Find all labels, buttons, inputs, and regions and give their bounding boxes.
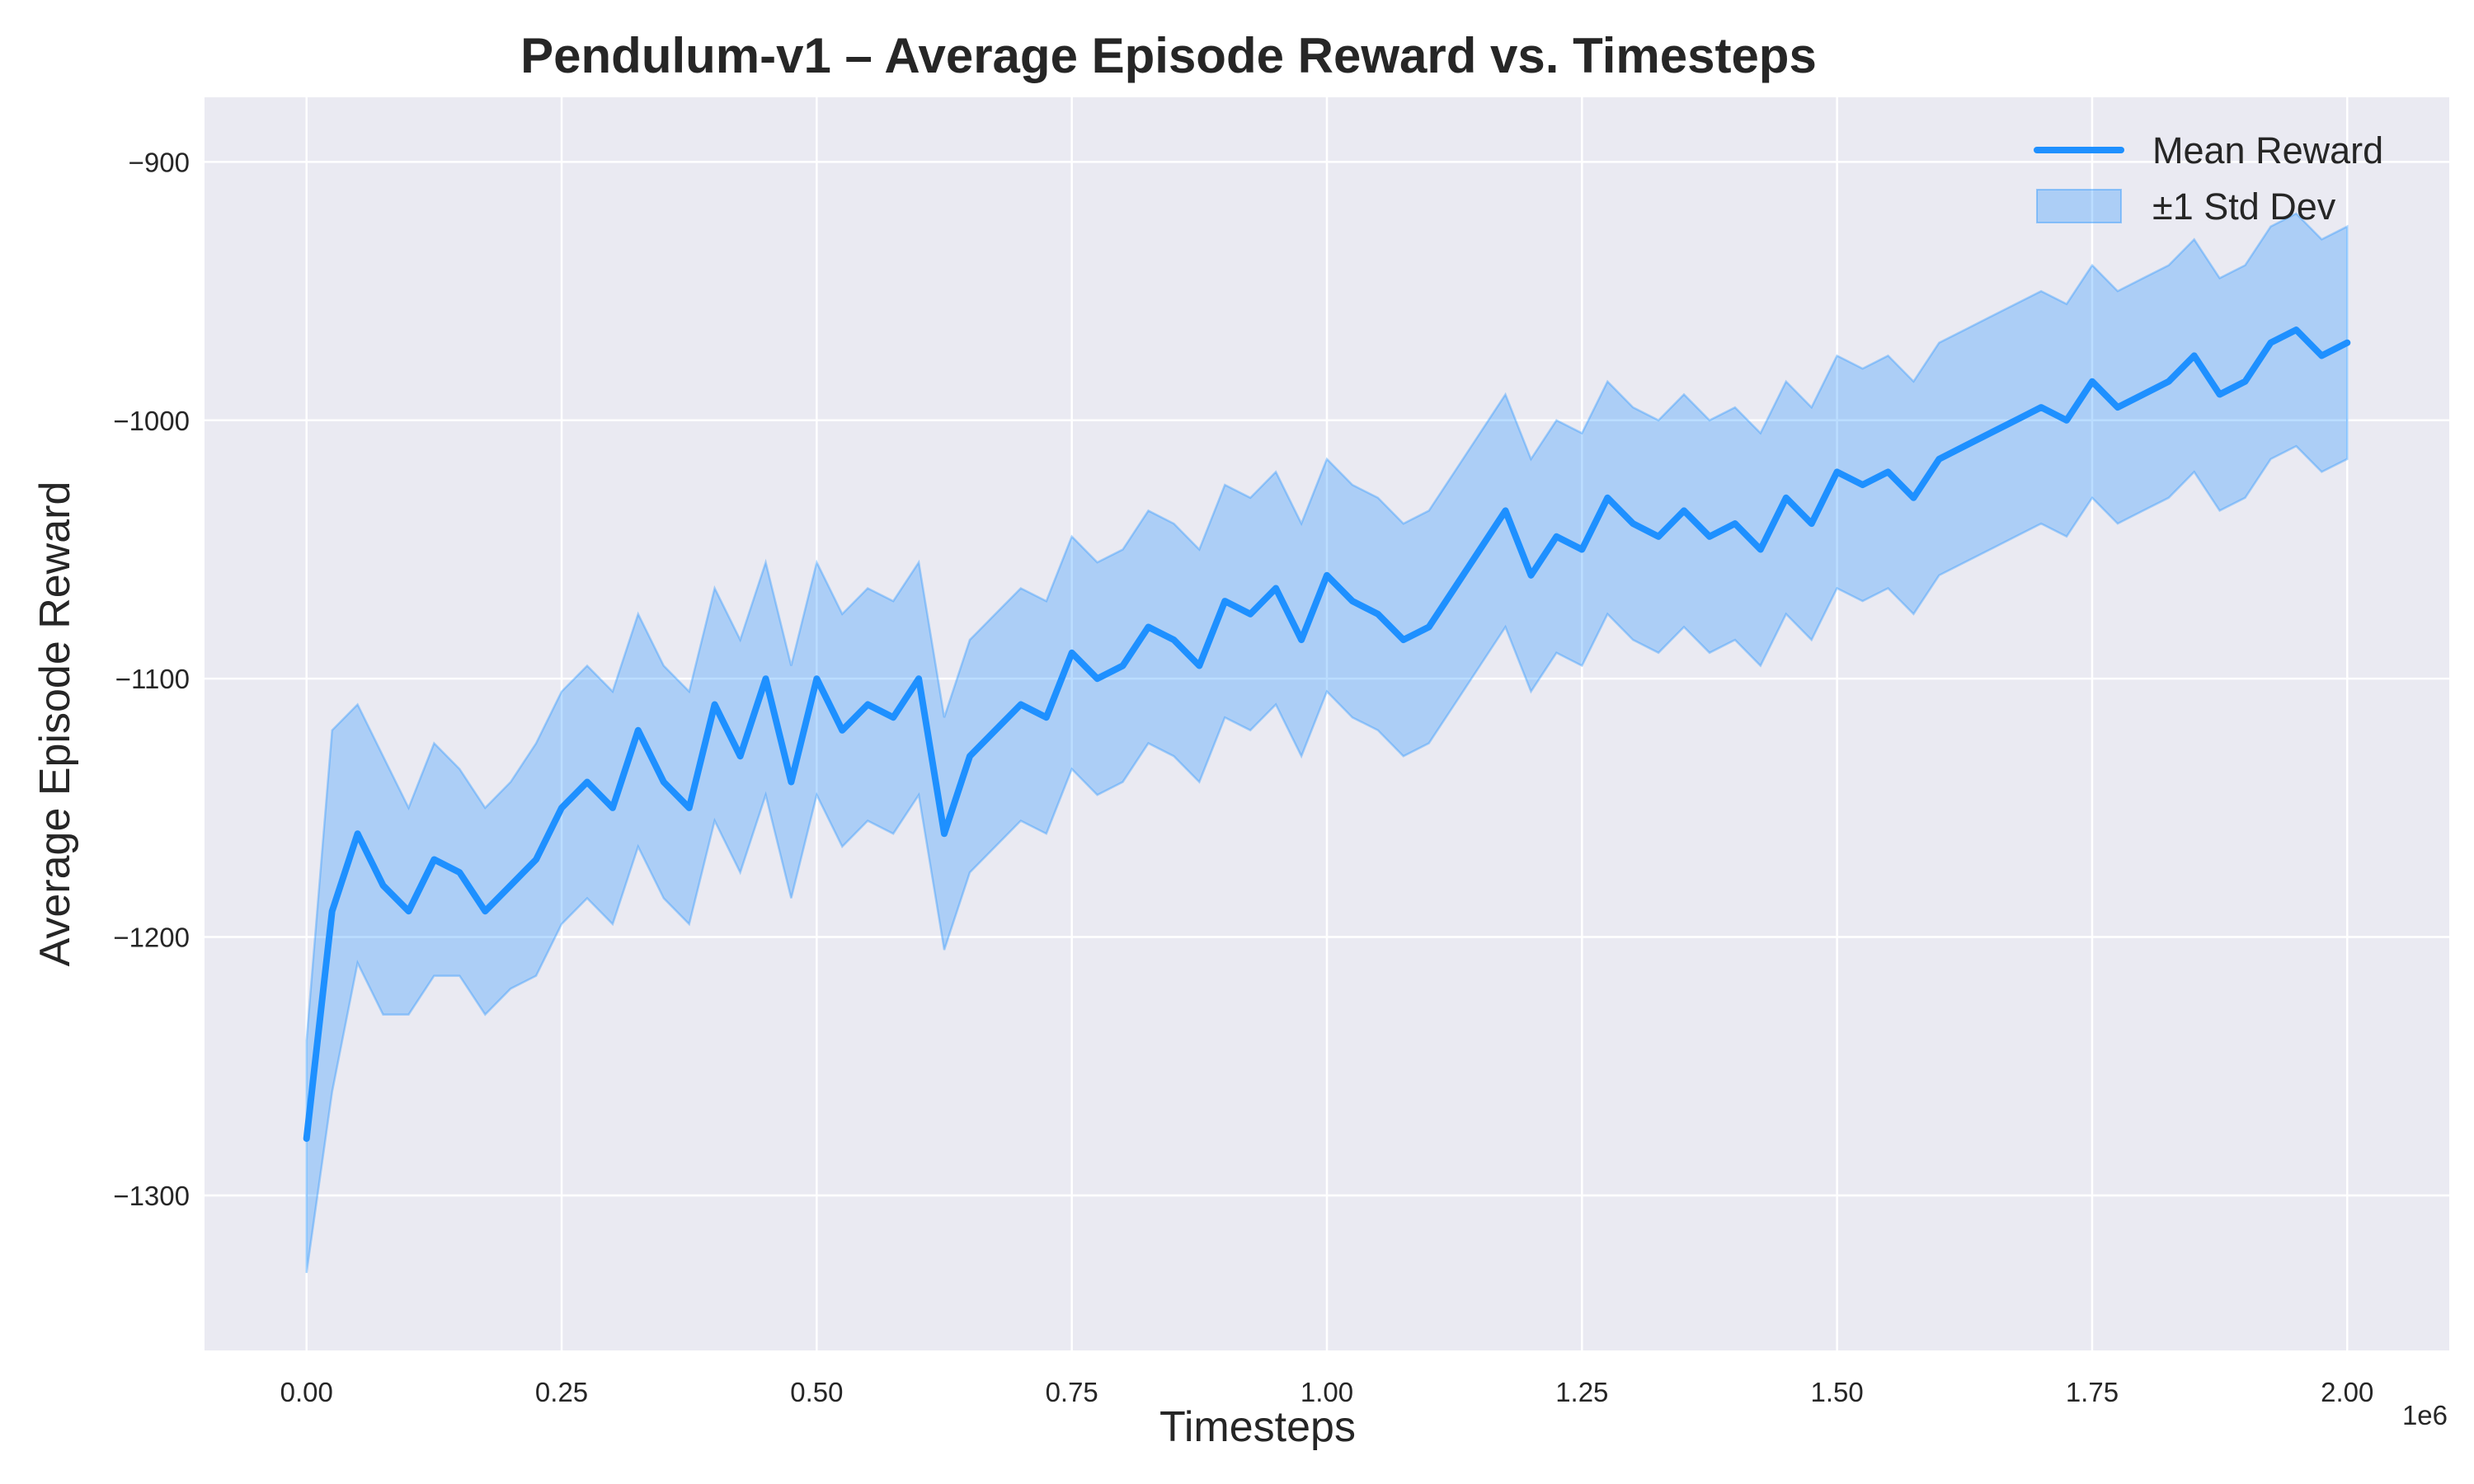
chart-title: Pendulum-v1 – Average Episode Reward vs.… bbox=[520, 28, 1817, 83]
mean-line-layer bbox=[303, 326, 2351, 1142]
mean-reward-line bbox=[303, 326, 2351, 1142]
y-tick-label: −900 bbox=[129, 147, 190, 177]
y-tick-labels: −1300 −1200 −1100 −1000 −900 bbox=[113, 147, 190, 1211]
legend-band-label: ±1 Std Dev bbox=[2152, 186, 2336, 228]
x-tick-labels: 0.00 0.25 0.50 0.75 1.00 1.25 1.50 1.75 2.00 bbox=[280, 1377, 2374, 1407]
x-tick-label: 1.00 bbox=[1300, 1377, 1353, 1407]
y-axis-label: Average Episode Reward bbox=[31, 481, 79, 967]
x-offset-label: 1e6 bbox=[2402, 1400, 2448, 1430]
grid bbox=[205, 97, 2449, 1350]
x-tick-label: 1.75 bbox=[2066, 1377, 2119, 1407]
legend-band-swatch bbox=[2036, 189, 2122, 223]
y-tick-label: −1100 bbox=[115, 664, 190, 694]
x-tick-label: 1.50 bbox=[1811, 1377, 1864, 1407]
x-tick-label: 0.00 bbox=[280, 1377, 333, 1407]
y-tick-label: −1300 bbox=[113, 1181, 190, 1211]
x-tick-label: 0.75 bbox=[1046, 1377, 1098, 1407]
x-tick-label: 0.50 bbox=[790, 1377, 843, 1407]
x-tick-label: 2.00 bbox=[2321, 1377, 2373, 1407]
y-tick-label: −1000 bbox=[113, 406, 190, 436]
x-tick-label: 0.25 bbox=[535, 1377, 588, 1407]
y-tick-label: −1200 bbox=[113, 923, 190, 953]
x-axis-label: Timesteps bbox=[1159, 1403, 1356, 1451]
x-tick-label: 1.25 bbox=[1555, 1377, 1608, 1407]
legend: Mean Reward ±1 Std Dev bbox=[2034, 129, 2383, 228]
legend-mean-label: Mean Reward bbox=[2152, 129, 2383, 171]
